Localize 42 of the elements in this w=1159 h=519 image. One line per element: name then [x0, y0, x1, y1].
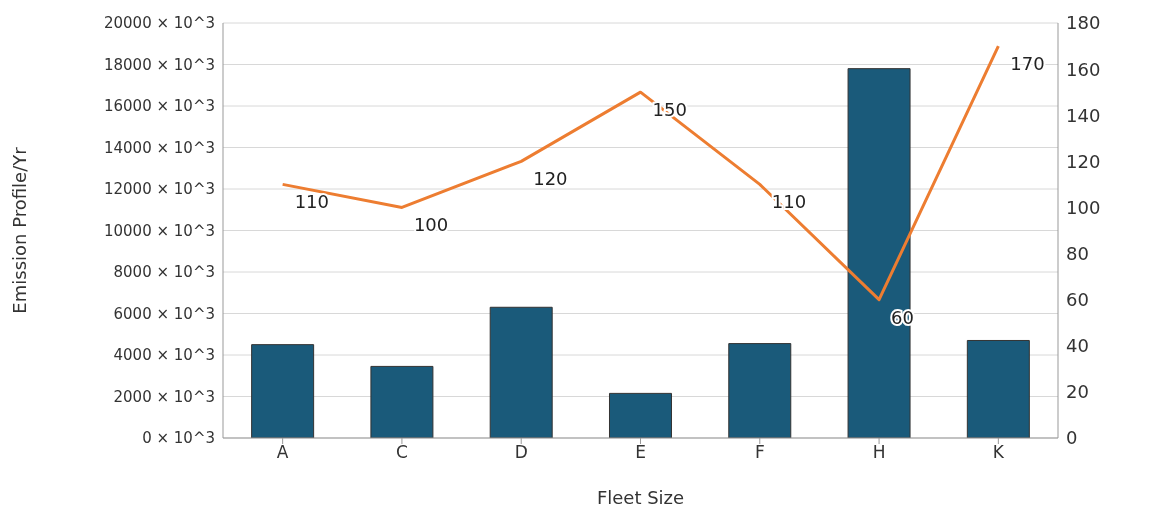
data-label: 100: [413, 214, 449, 236]
line-series: [281, 44, 1000, 302]
y-tick-label: 6000 × 10^3: [113, 304, 215, 323]
data-label: 120: [533, 168, 568, 190]
y2-tick-label: 0: [1066, 427, 1078, 449]
x-tick-label: D: [514, 442, 528, 463]
y-tick-label: 18000 × 10^3: [103, 55, 215, 74]
bar: [608, 392, 672, 438]
y2-tick-label: 40: [1066, 335, 1089, 357]
data-label: 170: [1010, 53, 1045, 75]
x-tick-label: F: [754, 442, 765, 463]
bar: [370, 365, 434, 438]
y-tick-label: 2000 × 10^3: [113, 387, 215, 406]
y-tick-label: 16000 × 10^3: [103, 97, 215, 116]
bar: [489, 306, 553, 438]
bar: [966, 339, 1030, 438]
bar: [251, 344, 315, 438]
y-tick-label: 8000 × 10^3: [113, 263, 215, 282]
y-tick-label: 20000 × 10^3: [103, 14, 215, 33]
x-tick-label: C: [395, 442, 408, 463]
bar: [728, 343, 792, 438]
y-tick-label: 10000 × 10^3: [103, 221, 215, 240]
x-axis-title: Fleet Size: [596, 487, 685, 508]
y2-tick-label: 160: [1066, 58, 1101, 80]
y2-tick-label: 120: [1066, 150, 1101, 172]
y2-tick-label: 100: [1066, 196, 1101, 218]
data-label: 110: [294, 191, 329, 213]
y-tick-label: 0 × 10^3: [142, 429, 215, 448]
y-tick-label: 4000 × 10^3: [113, 346, 215, 365]
y2-tick-label: 60: [1066, 289, 1089, 311]
bar: [847, 68, 911, 438]
y2-tick-label: 20: [1066, 381, 1089, 403]
x-tick-label: A: [276, 442, 289, 463]
y2-tick-label: 140: [1066, 104, 1101, 126]
y-tick-label: 14000 × 10^3: [103, 138, 215, 157]
y2-tick-label: 180: [1066, 12, 1101, 34]
x-tick-label: E: [635, 442, 646, 463]
y-axis-title: Emission Profile/Yr: [9, 146, 31, 314]
y2-tick-label: 80: [1066, 242, 1089, 264]
y-tick-label: 12000 × 10^3: [103, 180, 215, 199]
x-tick-label: H: [872, 442, 886, 463]
x-tick-label: K: [992, 442, 1005, 463]
